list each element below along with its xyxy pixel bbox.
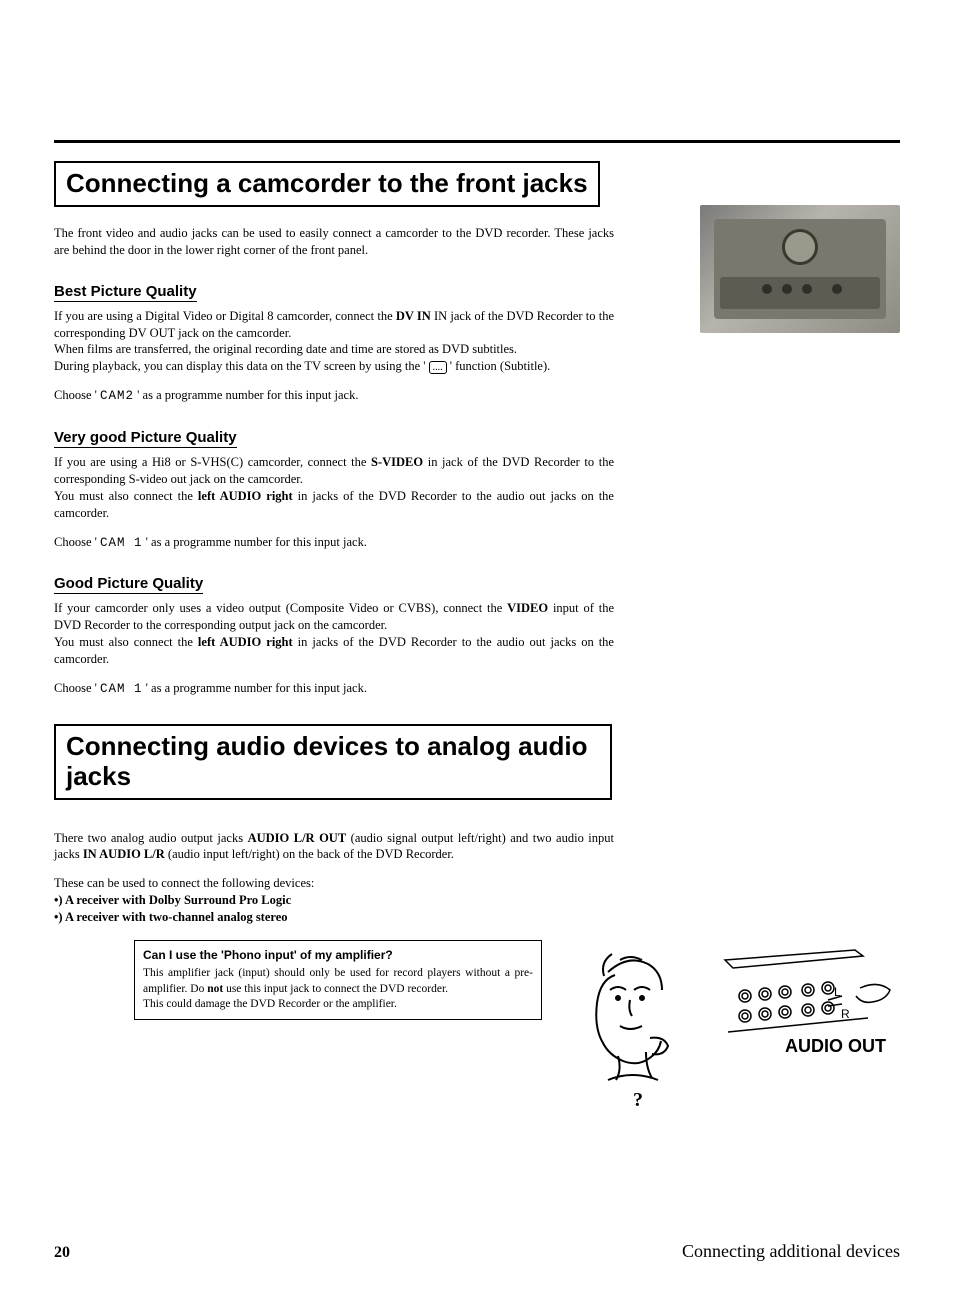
vg-p3: Choose ' CAM 1 ' as a programme number f… xyxy=(54,534,614,552)
audio-lr-out-label: AUDIO L/R OUT xyxy=(248,831,347,845)
s2-p1-a: There two analog audio output jacks xyxy=(54,831,248,845)
s2-p1-c: (audio input left/right) on the back of … xyxy=(168,847,454,861)
vg-p2-a: You must also connect the xyxy=(54,489,198,503)
best-p4-b: ' as a programme number for this input j… xyxy=(137,388,358,402)
cam1-lcd-2: CAM 1 xyxy=(100,682,143,696)
subhead-best: Best Picture Quality xyxy=(54,283,197,302)
subtitle-icon: .... xyxy=(429,361,447,374)
s2-p1: There two analog audio output jacks AUDI… xyxy=(54,830,614,864)
svideo-label: S-VIDEO xyxy=(371,455,423,469)
phono-answer-1: This amplifier jack (input) should only … xyxy=(143,966,533,997)
subhead-verygood: Very good Picture Quality xyxy=(54,429,237,448)
disc-tray-icon xyxy=(782,229,818,265)
g-p1: If your camcorder only uses a video outp… xyxy=(54,600,614,634)
l-label: L xyxy=(834,985,841,999)
cam2-lcd: CAM2 xyxy=(100,389,134,403)
in-audio-lr-label: IN AUDIO L/R xyxy=(83,847,165,861)
audio-lr-label-1: left AUDIO right xyxy=(198,489,293,503)
g-p3-a: Choose ' xyxy=(54,681,97,695)
g-p1-a: If your camcorder only uses a video outp… xyxy=(54,601,507,615)
phono-not: not xyxy=(207,983,223,995)
best-p1-a: If you are using a Digital Video or Digi… xyxy=(54,309,396,323)
video-label: VIDEO xyxy=(507,601,548,615)
section-title-camcorder: Connecting a camcorder to the front jack… xyxy=(54,161,600,207)
best-p4-a: Choose ' xyxy=(54,388,97,402)
subhead-good: Good Picture Quality xyxy=(54,575,203,594)
g-p3-b: ' as a programme number for this input j… xyxy=(146,681,367,695)
front-jack-door xyxy=(720,277,880,309)
vg-p3-b: ' as a programme number for this input j… xyxy=(146,535,367,549)
front-panel-photo xyxy=(700,205,900,333)
best-p3: During playback, you can display this da… xyxy=(54,358,614,375)
vg-p3-a: Choose ' xyxy=(54,535,97,549)
phono-question: Can I use the 'Phono input' of my amplif… xyxy=(143,947,533,963)
s2-p2: These can be used to connect the followi… xyxy=(54,875,614,892)
g-p3: Choose ' CAM 1 ' as a programme number f… xyxy=(54,680,614,698)
s2-bullet1: •) A receiver with Dolby Surround Pro Lo… xyxy=(54,892,614,909)
audio-out-label: AUDIO OUT xyxy=(785,1036,886,1056)
chapter-title: Connecting additional devices xyxy=(682,1241,900,1262)
phono-answer-2: This could damage the DVD Recorder or th… xyxy=(143,997,533,1013)
best-p1: If you are using a Digital Video or Digi… xyxy=(54,308,614,342)
g-p2-a: You must also connect the xyxy=(54,635,198,649)
dv-in-label: DV IN xyxy=(396,309,431,323)
g-p2: You must also connect the left AUDIO rig… xyxy=(54,634,614,668)
best-p3-b: ' function (Subtitle). xyxy=(450,359,551,373)
cam1-lcd-1: CAM 1 xyxy=(100,536,143,550)
r-label: R xyxy=(841,1007,850,1021)
phono-note-box: Can I use the 'Phono input' of my amplif… xyxy=(134,940,542,1020)
top-rule xyxy=(54,140,900,143)
best-p4: Choose ' CAM2 ' as a programme number fo… xyxy=(54,387,614,405)
best-p2: When films are transferred, the original… xyxy=(54,341,614,358)
s2-bullet2: •) A receiver with two-channel analog st… xyxy=(54,909,614,926)
intro-text: The front video and audio jacks can be u… xyxy=(54,225,614,259)
section-title-audio-analog: Connecting audio devices to analog audio… xyxy=(54,724,612,800)
question-mark-icon: ? xyxy=(633,1089,643,1110)
phono-a1-b: use this input jack to connect the DVD r… xyxy=(226,983,448,995)
vg-p1: If you are using a Hi8 or S-VHS(C) camco… xyxy=(54,454,614,488)
page-number: 20 xyxy=(54,1244,70,1262)
vg-p2: You must also connect the left AUDIO rig… xyxy=(54,488,614,522)
vg-p1-a: If you are using a Hi8 or S-VHS(C) camco… xyxy=(54,455,371,469)
audio-out-figure: ? xyxy=(560,940,900,1110)
audio-lr-label-2: left AUDIO right xyxy=(198,635,293,649)
best-p3-a: During playback, you can display this da… xyxy=(54,359,426,373)
